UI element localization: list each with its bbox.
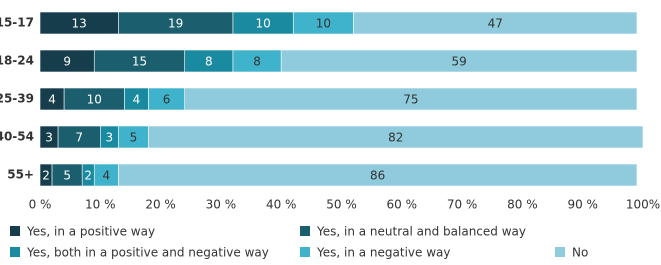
data-label: 7	[75, 131, 83, 145]
y-tick-label: 25-39	[0, 92, 34, 106]
x-tick-label: 80 %	[507, 198, 538, 212]
legend-label: Yes, in a neutral and balanced way	[316, 225, 526, 239]
data-label: 10	[255, 17, 270, 31]
data-label: 10	[316, 17, 331, 31]
data-label: 9	[63, 55, 71, 69]
x-tick-label: 90 %	[567, 198, 598, 212]
x-tick-label: 20 %	[145, 198, 176, 212]
data-label: 4	[133, 93, 141, 107]
data-label: 10	[87, 93, 102, 107]
x-tick-label: 70 %	[447, 198, 478, 212]
data-label: 8	[205, 55, 213, 69]
y-tick-label: 15-17	[0, 16, 34, 30]
data-label: 19	[168, 17, 183, 31]
data-label: 3	[106, 131, 114, 145]
legend-swatch	[300, 247, 310, 257]
x-tick-label: 50 %	[326, 198, 357, 212]
data-label: 6	[163, 93, 171, 107]
x-tick-label: 100%	[626, 198, 660, 212]
x-tick-label: 30 %	[206, 198, 237, 212]
legend-swatch	[555, 247, 565, 257]
x-tick-label: 60 %	[387, 198, 418, 212]
legend-swatch	[300, 226, 310, 236]
data-label: 5	[130, 131, 138, 145]
data-label: 4	[103, 169, 111, 183]
bar-segment	[280, 49, 638, 73]
y-tick-label: 55+	[7, 168, 34, 182]
data-label: 3	[45, 131, 53, 145]
legend-label: Yes, in a positive way	[26, 225, 155, 239]
x-tick-label: 10 %	[85, 198, 116, 212]
legend-label: Yes, both in a positive and negative way	[26, 246, 269, 260]
x-tick-label: 0 %	[29, 198, 52, 212]
legend-label: Yes, in a negative way	[316, 246, 451, 260]
data-label: 8	[253, 55, 261, 69]
data-label: 86	[370, 169, 385, 183]
data-label: 59	[451, 55, 466, 69]
bar-segment	[148, 125, 644, 149]
data-label: 2	[42, 169, 50, 183]
data-label: 15	[132, 55, 147, 69]
data-label: 47	[488, 17, 503, 31]
y-tick-label: 40-54	[0, 130, 34, 144]
legend-label: No	[572, 246, 588, 260]
data-label: 82	[388, 131, 403, 145]
data-label: 2	[84, 169, 92, 183]
data-label: 5	[63, 169, 71, 183]
data-label: 4	[48, 93, 56, 107]
legend-swatch	[10, 247, 20, 257]
x-tick-label: 40 %	[266, 198, 297, 212]
bar-segment	[118, 163, 638, 187]
y-tick-label: 18-24	[0, 54, 34, 68]
bar-segment	[184, 87, 638, 111]
data-label: 75	[403, 93, 418, 107]
bar-segment	[353, 11, 638, 35]
data-label: 13	[72, 17, 87, 31]
legend-swatch	[10, 226, 20, 236]
